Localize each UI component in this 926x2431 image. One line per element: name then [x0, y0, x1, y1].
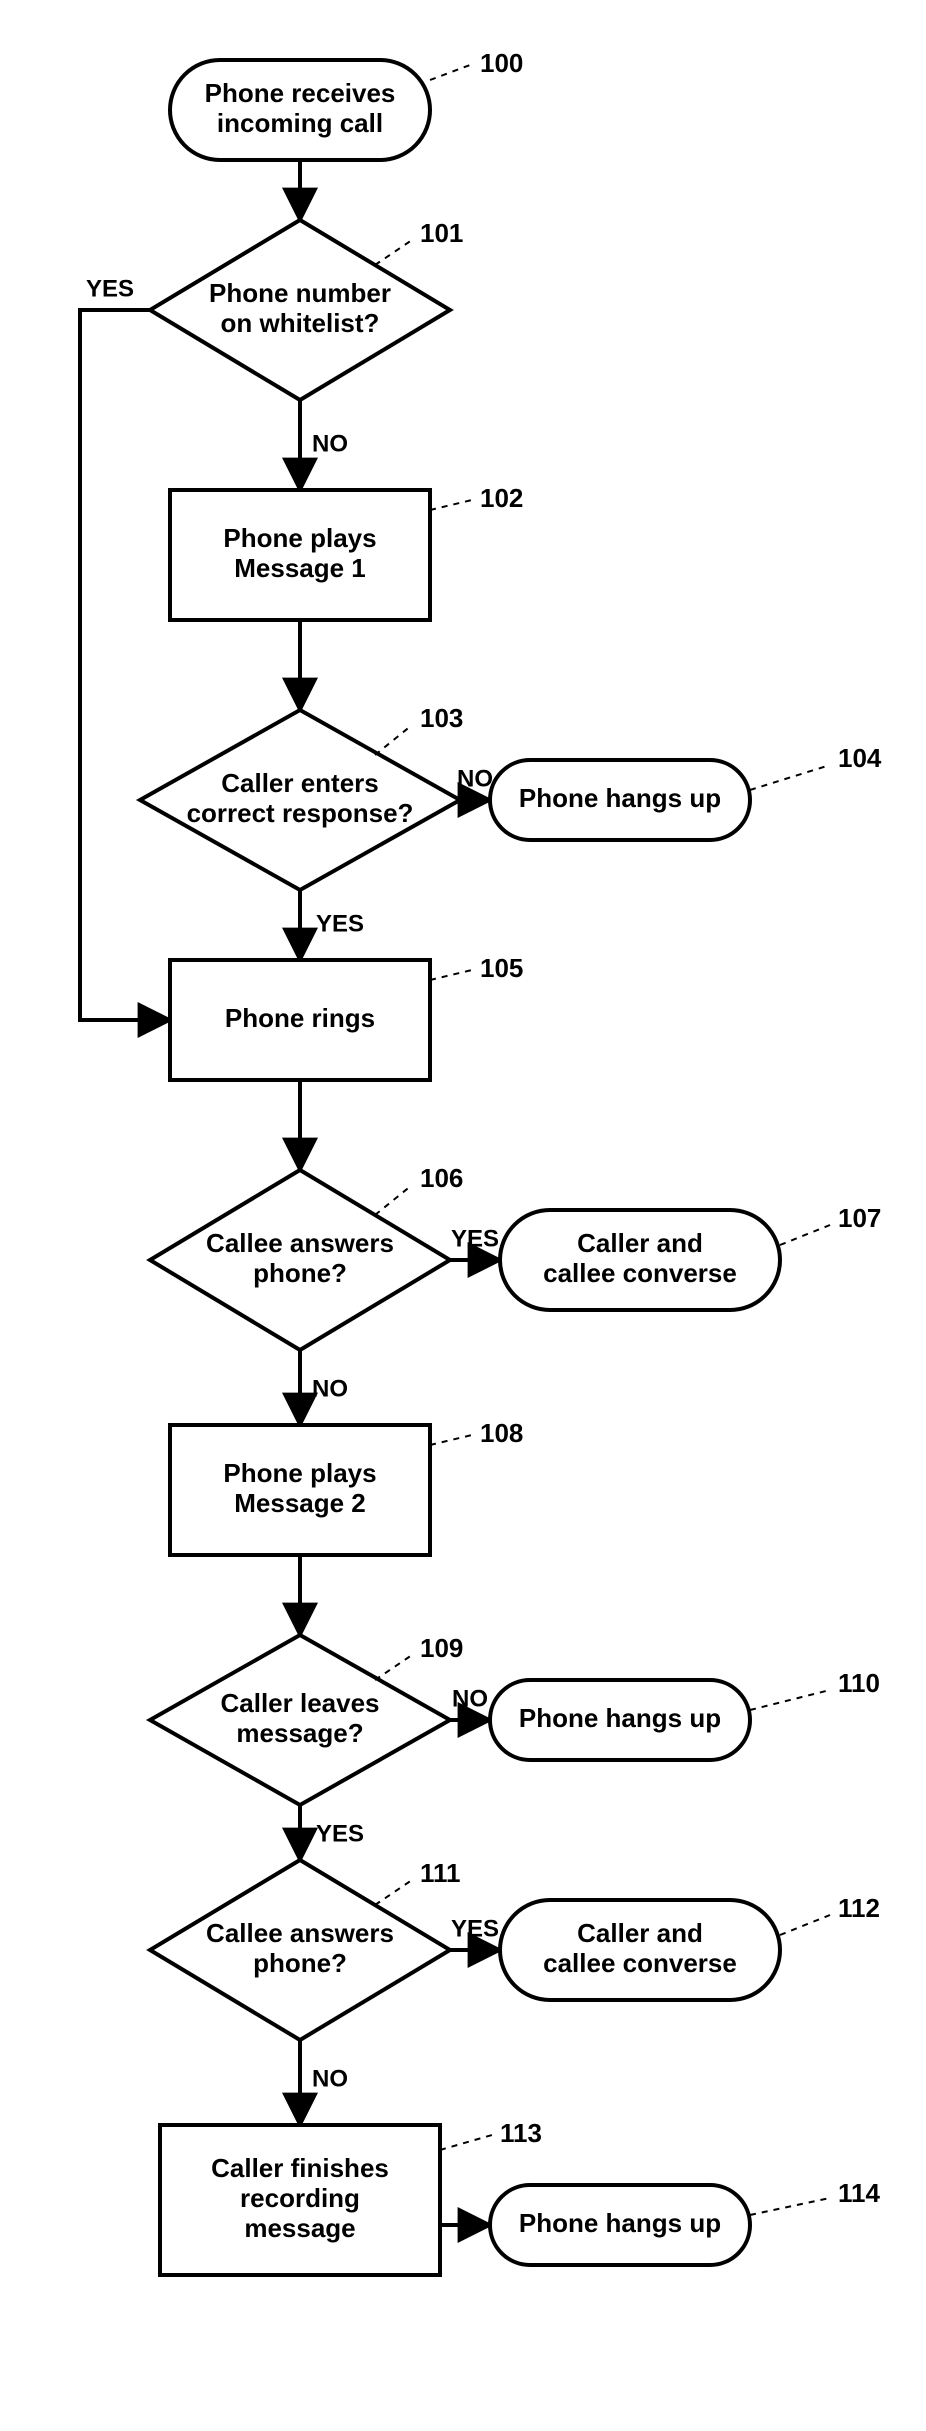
- edge-n103-n105: YES: [300, 890, 364, 960]
- edge-label-n106-n107: YES: [451, 1225, 499, 1252]
- ref-label-r109: 109: [420, 1633, 463, 1663]
- node-n112-line0: Caller and: [577, 1918, 703, 1948]
- ref-label-r113: 113: [500, 2118, 542, 2148]
- edge-n109-n111: YES: [300, 1805, 364, 1860]
- edge-label-n109-n110: NO: [452, 1685, 488, 1712]
- node-n107-line1: callee converse: [543, 1258, 737, 1288]
- ref-label-r100: 100: [480, 48, 523, 78]
- ref-label-r101: 101: [420, 218, 463, 248]
- ref-label-r104: 104: [838, 743, 882, 773]
- edge-label-n101-n102: NO: [312, 430, 348, 457]
- node-n114: Phone hangs up: [490, 2185, 750, 2265]
- node-n105: Phone rings: [170, 960, 430, 1080]
- node-n113-line1: recording: [240, 2183, 360, 2213]
- ref-label-r107: 107: [838, 1203, 881, 1233]
- node-n112: Caller andcallee converse: [500, 1900, 780, 2000]
- node-n102-line0: Phone plays: [223, 523, 376, 553]
- node-n106: Callee answersphone?: [150, 1170, 450, 1350]
- ref-label-r105: 105: [480, 953, 523, 983]
- ref-r107: 107: [780, 1203, 881, 1245]
- node-n111-line1: phone?: [253, 1948, 347, 1978]
- ref-r113: 113: [440, 2118, 542, 2150]
- node-n106-line0: Callee answers: [206, 1228, 394, 1258]
- node-n113: Caller finishesrecordingmessage: [160, 2125, 440, 2275]
- edge-n109-n110: NO: [450, 1685, 490, 1720]
- node-n108-line1: Message 2: [234, 1488, 366, 1518]
- node-n102: Phone playsMessage 1: [170, 490, 430, 620]
- ref-r101: 101: [375, 218, 463, 265]
- ref-r112: 112: [780, 1893, 880, 1935]
- node-n100-line0: Phone receives: [205, 78, 396, 108]
- node-n113-line0: Caller finishes: [211, 2153, 389, 2183]
- ref-r100: 100: [430, 48, 523, 80]
- node-n107-line0: Caller and: [577, 1228, 703, 1258]
- node-n107: Caller andcallee converse: [500, 1210, 780, 1310]
- node-n101: Phone numberon whitelist?: [150, 220, 450, 400]
- node-n101-line0: Phone number: [209, 278, 391, 308]
- ref-r108: 108: [430, 1418, 523, 1448]
- node-n104-line0: Phone hangs up: [519, 783, 721, 813]
- ref-label-r114: 114: [838, 2178, 880, 2208]
- ref-label-r111: 111: [420, 1858, 461, 1888]
- node-n114-line0: Phone hangs up: [519, 2208, 721, 2238]
- node-n104: Phone hangs up: [490, 760, 750, 840]
- ref-label-r102: 102: [480, 483, 523, 513]
- ref-label-r110: 110: [838, 1668, 880, 1698]
- node-n102-line1: Message 1: [234, 553, 366, 583]
- node-n109-line1: message?: [236, 1718, 363, 1748]
- ref-label-r106: 106: [420, 1163, 463, 1193]
- edge-label-n111-n113: NO: [312, 2065, 348, 2092]
- ref-label-r112: 112: [838, 1893, 880, 1923]
- edge-n103-n104: NO: [457, 765, 493, 800]
- edge-label-n109-n111: YES: [316, 1820, 364, 1847]
- ref-r105: 105: [430, 953, 523, 983]
- node-n103-line1: correct response?: [187, 798, 414, 828]
- node-n105-line0: Phone rings: [225, 1003, 375, 1033]
- node-n109-line0: Caller leaves: [220, 1688, 379, 1718]
- edge-n106-n107: YES: [450, 1225, 500, 1260]
- node-n106-line1: phone?: [253, 1258, 347, 1288]
- edge-label-n103-n105: YES: [316, 910, 364, 937]
- ref-r102: 102: [430, 483, 523, 513]
- edge-label-n103-n104: NO: [457, 765, 493, 792]
- edge-n111-n113: NO: [300, 2040, 348, 2125]
- ref-label-r103: 103: [420, 703, 463, 733]
- node-n111-line0: Callee answers: [206, 1918, 394, 1948]
- node-n101-line1: on whitelist?: [221, 308, 380, 338]
- node-n108: Phone playsMessage 2: [170, 1425, 430, 1555]
- ref-r110: 110: [750, 1668, 880, 1710]
- ref-r106: 106: [375, 1163, 463, 1215]
- ref-r103: 103: [375, 703, 463, 755]
- node-n103-line0: Caller enters: [221, 768, 379, 798]
- edge-n101-n105: YES: [80, 275, 170, 1020]
- ref-r111: 111: [375, 1858, 461, 1905]
- ref-r114: 114: [750, 2178, 880, 2215]
- node-n103: Caller enterscorrect response?: [140, 710, 460, 890]
- edge-n106-n108: NO: [300, 1350, 348, 1425]
- node-n110: Phone hangs up: [490, 1680, 750, 1760]
- node-n110-line0: Phone hangs up: [519, 1703, 721, 1733]
- edge-n111-n112: YES: [450, 1915, 500, 1950]
- edge-label-n101-n105: YES: [86, 275, 134, 302]
- flowchart: NO YES NO YES YES NO NO YES YES NO Phone receivesi…: [0, 0, 926, 2431]
- edge-n101-n102: NO: [300, 400, 348, 490]
- node-n100-line1: incoming call: [217, 108, 383, 138]
- node-n113-line2: message: [244, 2213, 355, 2243]
- node-n112-line1: callee converse: [543, 1948, 737, 1978]
- node-n109: Caller leavesmessage?: [150, 1635, 450, 1805]
- node-n100: Phone receivesincoming call: [170, 60, 430, 160]
- node-n111: Callee answersphone?: [150, 1860, 450, 2040]
- ref-r104: 104: [750, 743, 882, 790]
- ref-label-r108: 108: [480, 1418, 523, 1448]
- ref-r109: 109: [375, 1633, 463, 1680]
- edge-label-n111-n112: YES: [451, 1915, 499, 1942]
- edge-label-n106-n108: NO: [312, 1375, 348, 1402]
- node-n108-line0: Phone plays: [223, 1458, 376, 1488]
